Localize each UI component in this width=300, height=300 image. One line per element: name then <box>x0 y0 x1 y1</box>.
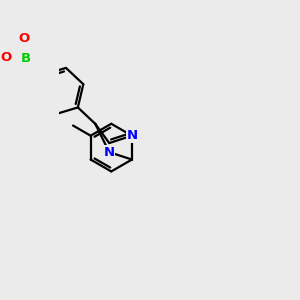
Text: N: N <box>126 129 137 142</box>
Text: O: O <box>18 32 30 45</box>
Text: O: O <box>0 51 12 64</box>
Text: B: B <box>21 52 31 65</box>
Text: N: N <box>104 146 115 159</box>
